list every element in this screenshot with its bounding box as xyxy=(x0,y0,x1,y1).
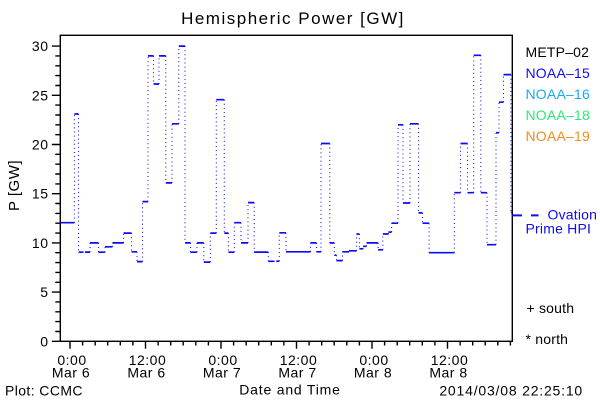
svg-text:5: 5 xyxy=(40,284,48,300)
svg-text:Hemispheric Power [GW]: Hemispheric Power [GW] xyxy=(181,9,405,28)
svg-text:Mar 6: Mar 6 xyxy=(127,365,165,381)
svg-text:25: 25 xyxy=(32,87,49,103)
svg-text:10: 10 xyxy=(32,235,49,251)
svg-text:NOAA–18: NOAA–18 xyxy=(526,107,590,123)
svg-text:* north: * north xyxy=(526,331,569,347)
svg-text:METP–02: METP–02 xyxy=(526,44,590,60)
svg-text:Mar 7: Mar 7 xyxy=(278,365,316,381)
svg-text:20: 20 xyxy=(32,137,49,153)
svg-text:0:00: 0:00 xyxy=(208,352,237,368)
svg-text:0:00: 0:00 xyxy=(359,352,388,368)
svg-text:NOAA–16: NOAA–16 xyxy=(526,86,590,102)
svg-text:Mar 8: Mar 8 xyxy=(354,365,392,381)
svg-text:Prime HPI: Prime HPI xyxy=(526,221,592,237)
svg-text:30: 30 xyxy=(32,38,49,54)
svg-text:12:00: 12:00 xyxy=(280,352,318,368)
svg-text:NOAA–15: NOAA–15 xyxy=(526,65,590,81)
svg-text:0:00: 0:00 xyxy=(57,352,86,368)
svg-text:Mar 8: Mar 8 xyxy=(429,365,467,381)
svg-text:12:00: 12:00 xyxy=(431,352,469,368)
svg-text:Mar 6: Mar 6 xyxy=(52,365,90,381)
svg-text:P [GW]: P [GW] xyxy=(6,160,23,211)
svg-text:12:00: 12:00 xyxy=(129,352,167,368)
svg-text:Ovation: Ovation xyxy=(548,207,598,223)
svg-text:NOAA–19: NOAA–19 xyxy=(526,128,590,144)
svg-text:2014/03/08 22:25:10: 2014/03/08 22:25:10 xyxy=(439,383,583,399)
svg-text:Mar 7: Mar 7 xyxy=(203,365,241,381)
svg-text:+ south: + south xyxy=(527,300,575,316)
svg-text:15: 15 xyxy=(32,186,49,202)
svg-text:0: 0 xyxy=(40,333,48,349)
svg-text:Date and Time: Date and Time xyxy=(239,382,340,398)
svg-text:Plot: CCMC: Plot: CCMC xyxy=(5,383,83,399)
